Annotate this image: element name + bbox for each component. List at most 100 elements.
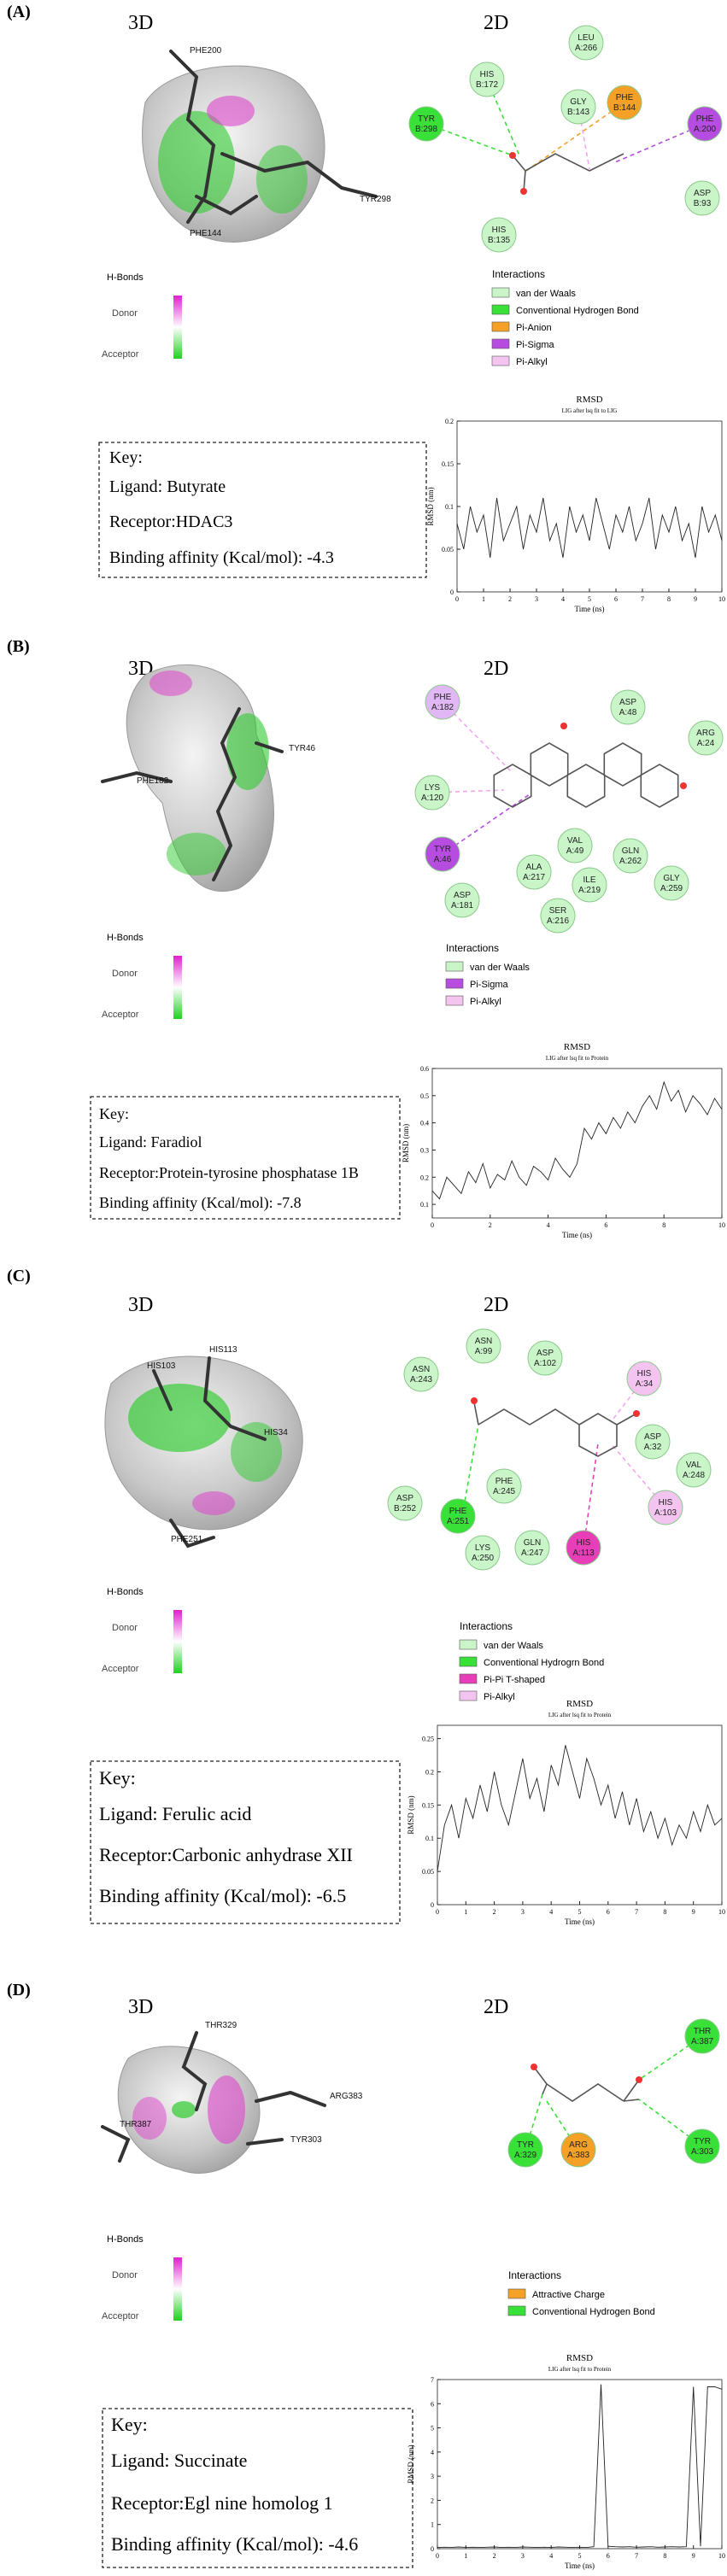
residue-disc — [425, 836, 460, 872]
residue-id: B:172 — [476, 80, 499, 90]
key-affinity: Binding affinity (Kcal/mol): -4.6 — [111, 2533, 358, 2555]
residue-id: A:217 — [523, 873, 546, 882]
chart-title: RMSD — [566, 1699, 593, 1709]
key-ligand: Ligand: Succinate — [111, 2450, 247, 2471]
legend-swatch — [491, 287, 510, 298]
residue-id: B:144 — [613, 103, 636, 113]
serif: Key: Ligand: Ferulic acid Receptor:Carbo… — [99, 1767, 353, 1906]
stick — [246, 2138, 284, 2146]
x-tick-label: 4 — [549, 1908, 553, 1916]
legend-label: van der Waals — [516, 289, 576, 299]
chart-subtitle: LIG after lsq fit to Protein — [548, 2366, 612, 2373]
residue-id: A:303 — [691, 2147, 714, 2157]
residue-id: B:298 — [415, 125, 438, 134]
rmsd-line — [431, 1080, 723, 1200]
ellipse — [128, 1384, 231, 1452]
legend-swatch — [459, 1690, 478, 1701]
x-tick-label: 0 — [436, 1908, 439, 1916]
residue-label-3d: TYR46 — [289, 744, 316, 753]
y-tick-label: 0.1 — [445, 503, 454, 511]
residue-disc — [527, 1340, 563, 1376]
residue-name: PHE — [434, 693, 452, 702]
residue-label-3d: HIS113 — [209, 1345, 237, 1355]
residue-disc — [540, 898, 576, 934]
residue-name: TYR — [434, 845, 451, 854]
ring — [640, 764, 679, 808]
panel-label: (C) — [7, 1267, 31, 1285]
dash — [425, 79, 520, 156]
residue-disc — [568, 25, 604, 61]
y-tick-label: 0.05 — [422, 1868, 434, 1876]
residue-id: A:248 — [683, 1471, 706, 1480]
residue-id: A:245 — [493, 1487, 516, 1496]
x-tick-label: 1 — [464, 1908, 467, 1916]
stick — [220, 152, 378, 198]
y-tick-label: 0.5 — [420, 1092, 429, 1100]
x-axis-label: Time (ns) — [575, 605, 605, 613]
residue-id: B:252 — [394, 1504, 417, 1513]
x-tick-label: 10 — [718, 1908, 725, 1916]
residue-name: TYR — [694, 2137, 711, 2146]
ellipse — [132, 2097, 167, 2140]
hbond-acceptor: Acceptor — [102, 1664, 139, 1674]
hbond-title: H-Bonds — [107, 272, 144, 283]
legend-swatch — [445, 995, 464, 1006]
x-tick-label: 1 — [464, 2552, 467, 2560]
hbond-legend: H-Bonds Donor Acceptor — [102, 933, 182, 1020]
circle — [520, 188, 527, 195]
circle — [509, 152, 516, 159]
residue-disc — [465, 1535, 501, 1571]
legend-label: Conventional Hydrogen Bond — [516, 306, 639, 316]
key-receptor: Receptor:HDAC3 — [109, 512, 232, 531]
residue-label-3d: HIS103 — [147, 1361, 176, 1371]
residue-disc — [687, 106, 723, 142]
residue-id: A:383 — [567, 2151, 590, 2160]
residue-disc — [676, 1452, 712, 1488]
y-tick-label: 0.15 — [422, 1801, 434, 1809]
circle — [471, 1397, 478, 1404]
y-tick-label: 0.15 — [442, 460, 454, 468]
dash — [583, 1443, 599, 1549]
x-axis-label: Time (ns) — [562, 1231, 592, 1239]
residue-name: ASP — [396, 1494, 413, 1503]
residue-id: A:387 — [691, 2037, 714, 2046]
hbond-gradient — [173, 956, 182, 1019]
legend-swatch — [507, 2305, 526, 2316]
hbond-donor: Donor — [112, 2270, 138, 2280]
x-tick-label: 2 — [493, 2552, 496, 2560]
bond — [473, 1402, 637, 1457]
residue-disc — [466, 1328, 501, 1364]
stick — [181, 2031, 208, 2111]
ellipse — [150, 670, 192, 696]
hbond-acceptor: Acceptor — [102, 349, 139, 360]
stick — [152, 1369, 173, 1411]
residue-disc — [444, 882, 480, 918]
residue-id: A:259 — [660, 884, 683, 893]
plot-frame — [431, 1068, 723, 1219]
residue-disc — [408, 106, 444, 142]
residue-id: A:243 — [410, 1375, 433, 1385]
legend-label: Pi-Sigma — [470, 980, 509, 990]
legend-title: Interactions — [446, 942, 499, 954]
residue-name: GLY — [663, 874, 680, 883]
legend-swatch — [491, 355, 510, 366]
rmsd-line — [437, 1745, 723, 1872]
rmsd-line — [456, 497, 723, 559]
legend-swatch — [491, 321, 510, 332]
